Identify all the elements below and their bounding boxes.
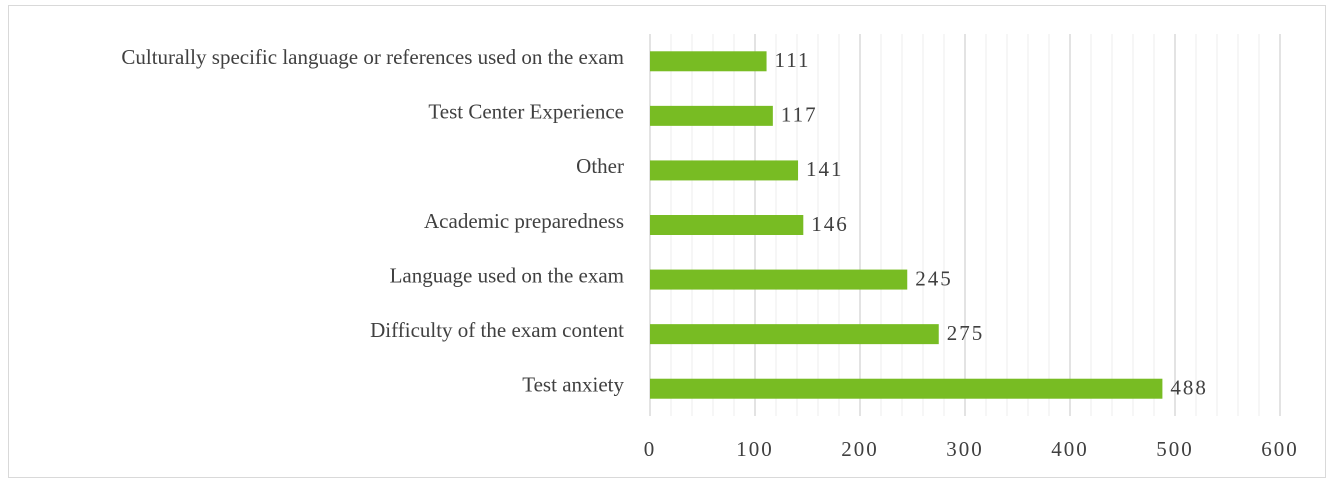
chart-border [8,5,1326,478]
value-label: 117 [781,103,818,127]
bar [650,378,1163,399]
y-tick-label: Difficulty of the exam content [370,318,624,342]
y-tick-label: Culturally specific language or referenc… [121,45,624,69]
y-tick-label: Test anxiety [522,373,624,397]
bar [650,324,939,345]
x-tick-label: 500 [1156,437,1194,461]
x-tick-label: 300 [946,437,984,461]
bar [650,215,804,235]
x-tick-label: 600 [1261,437,1299,461]
value-label: 111 [775,48,811,72]
y-tick-label: Other [576,154,624,178]
value-label: 146 [811,212,849,236]
bar [650,160,799,181]
value-label: 488 [1170,376,1208,400]
x-tick-label: 100 [736,437,774,461]
x-tick-label: 400 [1051,437,1089,461]
value-label: 141 [806,157,844,181]
y-tick-label: Test Center Experience [428,100,624,124]
bar [650,105,773,126]
value-label: 245 [915,266,953,290]
bar [650,269,908,290]
y-tick-label: Language used on the exam [390,263,624,287]
x-tick-label: 0 [644,437,657,461]
value-label: 275 [947,321,985,345]
y-tick-label: Academic preparedness [424,209,624,233]
bar [650,51,767,72]
x-tick-label: 200 [841,437,879,461]
